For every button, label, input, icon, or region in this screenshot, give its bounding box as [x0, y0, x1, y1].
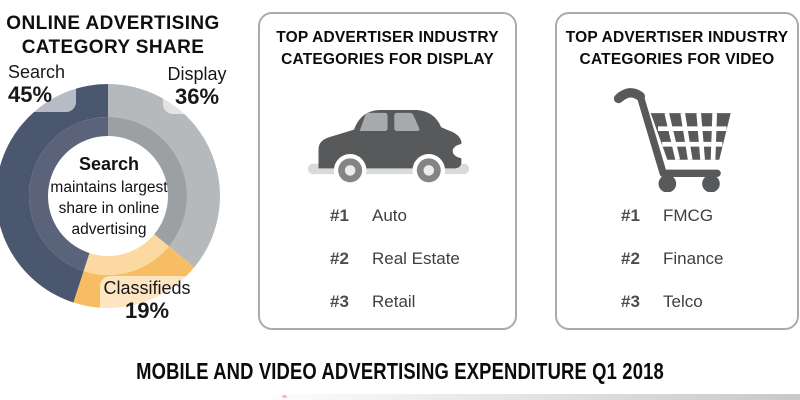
rank-number: #1: [621, 206, 640, 225]
display-card-title: TOP ADVERTISER INDUSTRY CATEGORIES FOR D…: [260, 27, 515, 71]
car-wheel: [333, 154, 367, 187]
video-card-title: TOP ADVERTISER INDUSTRY CATEGORIES FOR V…: [557, 27, 797, 71]
segment-label-search: Search 45%: [1, 60, 76, 112]
rank-item: #1 FMCG: [621, 206, 713, 226]
rank-number: #2: [621, 249, 640, 268]
segment-percent: 36%: [174, 83, 220, 109]
video-card-title-line1: TOP ADVERTISER INDUSTRY: [565, 29, 789, 46]
donut-chart-title-line1: ONLINE ADVERTISING: [6, 13, 220, 34]
display-card-title-line2: CATEGORIES FOR DISPLAY: [281, 51, 494, 68]
annotation-highlight: Search: [78, 154, 140, 174]
donut-chart-title: ONLINE ADVERTISING CATEGORY SHARE: [0, 12, 226, 61]
car-wheel: [412, 154, 446, 187]
video-categories-card: TOP ADVERTISER INDUSTRY CATEGORIES FOR V…: [555, 12, 799, 330]
footer-heading: MOBILE AND VIDEO ADVERTISING EXPENDITURE…: [136, 358, 664, 384]
cutoff-chart-edge: [272, 394, 800, 400]
segment-label-classifieds: Classifieds 19%: [100, 276, 194, 328]
rank-label: FMCG: [663, 206, 714, 225]
segment-percent: 19%: [124, 297, 170, 323]
shopping-cart-icon: [609, 84, 734, 197]
video-card-title-line2: CATEGORIES FOR VIDEO: [579, 51, 775, 68]
rank-number: #1: [330, 206, 349, 225]
rank-label: Real Estate: [372, 249, 460, 268]
annotation-line: advertising: [71, 220, 147, 238]
rank-label: Telco: [663, 292, 703, 311]
rank-label: Auto: [372, 206, 407, 225]
segment-percent: 45%: [8, 81, 53, 107]
rank-label: Retail: [372, 292, 416, 311]
rank-item: #1 Auto: [330, 206, 407, 226]
annotation-line: share in online: [58, 199, 160, 217]
annotation-line: maintains largest: [50, 179, 168, 197]
rank-number: #3: [330, 292, 349, 311]
rank-item: #2 Finance: [621, 249, 723, 269]
donut-center-annotation: Search maintains largest share in online…: [35, 152, 183, 240]
segment-label-display: Display 36%: [163, 62, 231, 114]
rank-item: #2 Real Estate: [330, 249, 460, 269]
rank-item: #3 Telco: [621, 292, 703, 312]
segment-name: Search: [8, 62, 66, 82]
rank-label: Finance: [663, 249, 724, 268]
segment-name: Display: [167, 64, 227, 84]
display-card-title-line1: TOP ADVERTISER INDUSTRY: [276, 29, 499, 46]
rank-number: #2: [330, 249, 349, 268]
cutoff-chart-speck: [282, 395, 287, 398]
display-categories-card: TOP ADVERTISER INDUSTRY CATEGORIES FOR D…: [258, 12, 517, 330]
rank-item: #3 Retail: [330, 292, 415, 312]
donut-chart-title-line2: CATEGORY SHARE: [21, 37, 205, 59]
segment-name: Classifieds: [103, 278, 191, 298]
car-icon: [307, 99, 470, 193]
cart-wheel: [658, 174, 677, 193]
rank-number: #3: [621, 292, 640, 311]
cart-wheel: [702, 174, 720, 193]
